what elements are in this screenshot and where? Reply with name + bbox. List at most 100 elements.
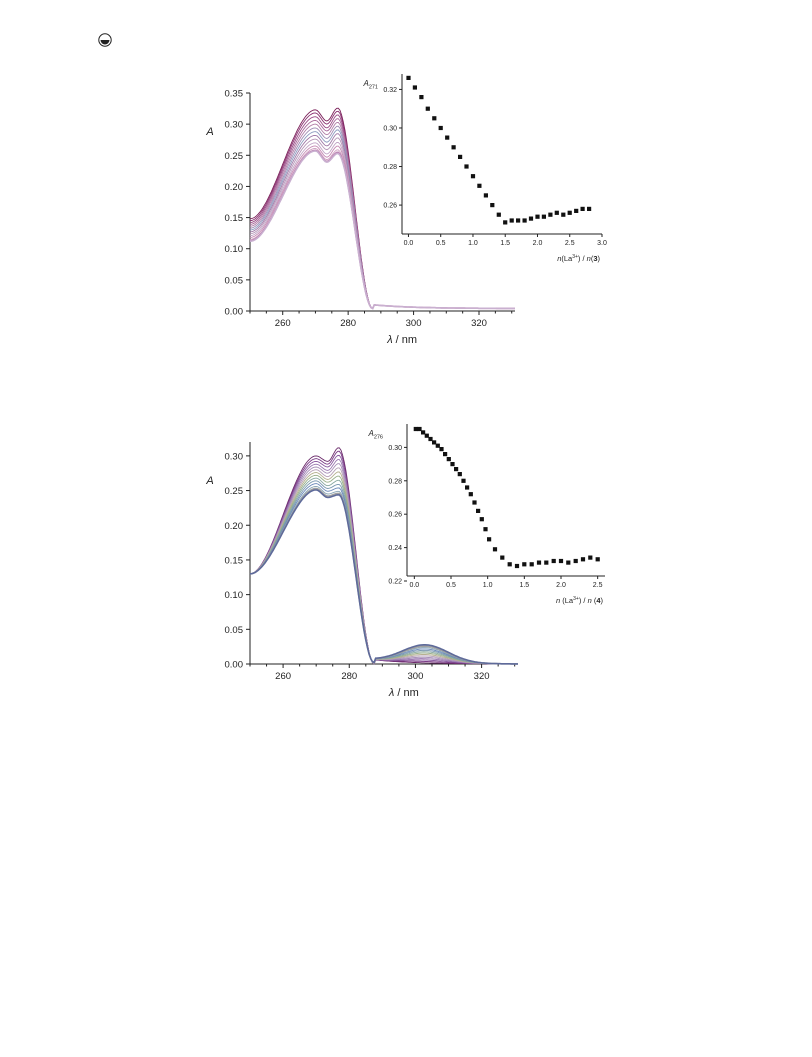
inset-data-point: [509, 218, 514, 223]
inset-background: [402, 74, 602, 234]
inset-data-point: [425, 106, 430, 111]
series-line: [249, 489, 518, 665]
inset-data-point: [528, 216, 534, 221]
inset-data-point: [439, 447, 444, 452]
inset-data-point: [479, 517, 484, 522]
inset-data-point: [548, 212, 553, 217]
inset-data-point: [522, 218, 527, 223]
inset-data-point: [536, 560, 542, 565]
inset-y-axis-label: A276: [367, 429, 383, 441]
inset-data-point: [464, 164, 469, 169]
inset-data-point: [417, 426, 422, 432]
inset-data-point: [421, 430, 426, 435]
inset-x-tick-label: 2.5: [593, 582, 603, 589]
y-tick-label: 0.05: [225, 625, 244, 636]
inset-data-point: [454, 467, 459, 472]
inset-y-tick-label: 0.32: [383, 87, 397, 94]
inset-x-axis-label: n (La3+) / n (4): [556, 596, 604, 605]
x-tick-label: 260: [275, 318, 291, 329]
series-line: [249, 150, 515, 310]
inset-x-tick-label: 2.5: [565, 240, 575, 247]
inset-data-point: [522, 562, 527, 567]
inset-data-point: [470, 174, 476, 179]
inset-data-point: [413, 426, 418, 432]
x-axis-label: λ / nm: [388, 687, 419, 699]
inset-x-tick-label: 2.0: [533, 240, 543, 247]
inset-data-point: [446, 457, 451, 462]
inset-y-tick-label: 0.26: [388, 512, 402, 519]
y-tick-label: 0.00: [225, 660, 244, 671]
inset-data-point: [468, 492, 473, 497]
inset-data-point: [507, 562, 512, 567]
x-axis-label: λ / nm: [386, 334, 417, 345]
inset-data-point: [428, 436, 433, 442]
inset-data-point: [465, 485, 470, 490]
y-tick-label: 0.35: [225, 89, 244, 100]
circle-dot-icon: [98, 33, 112, 47]
inset-y-tick-label: 0.24: [388, 545, 402, 552]
inset-data-point: [561, 212, 566, 217]
y-tick-label: 0.15: [225, 555, 244, 566]
inset-y-axis-label: A271: [362, 79, 378, 91]
inset-x-tick-label: 0.5: [446, 582, 456, 589]
inset-data-point: [558, 558, 564, 564]
inset-data-point: [573, 558, 578, 564]
inset-y-tick-label: 0.26: [383, 203, 397, 210]
inset-x-tick-label: 0.0: [409, 582, 419, 589]
inset-data-point: [588, 555, 593, 560]
inset-data-point: [516, 218, 521, 223]
inset-data-point: [587, 206, 592, 211]
inset-x-tick-label: 0.5: [436, 240, 446, 247]
inset-data-point: [574, 208, 579, 213]
x-tick-label: 260: [275, 671, 291, 682]
inset-x-tick-label: 2.0: [556, 582, 566, 589]
inset-data-point: [461, 478, 466, 483]
inset-data-point: [419, 95, 424, 100]
y-tick-label: 0.20: [225, 182, 244, 193]
inset-data-point: [595, 557, 600, 562]
y-tick-label: 0.05: [225, 275, 244, 286]
inset-data-point: [458, 154, 463, 159]
inset-y-tick-label: 0.30: [388, 445, 402, 452]
inset-data-point: [432, 440, 437, 445]
inset-data-point: [541, 214, 546, 219]
inset-data-point: [483, 527, 488, 532]
y-axis-label: A: [205, 475, 213, 487]
inset-data-point: [567, 210, 572, 215]
y-tick-label: 0.30: [225, 120, 244, 131]
inset-data-point: [487, 537, 492, 542]
x-tick-label: 320: [474, 671, 490, 682]
y-tick-label: 0.10: [225, 590, 244, 601]
inset-data-point: [451, 145, 456, 150]
y-axis-label: A: [205, 126, 213, 138]
inset-data-point: [535, 214, 540, 219]
inset-data-point: [438, 125, 443, 131]
inset-data-point: [477, 183, 482, 188]
y-tick-label: 0.25: [225, 486, 244, 497]
inset-data-point: [472, 500, 477, 505]
x-tick-label: 300: [406, 318, 422, 329]
inset-data-point: [432, 116, 437, 121]
inset-data-point: [406, 75, 411, 80]
inset-y-tick-label: 0.28: [388, 478, 402, 485]
inset-y-tick-label: 0.28: [383, 164, 397, 171]
inset-y-tick-label: 0.30: [383, 125, 397, 132]
inset-x-tick-label: 1.5: [519, 582, 529, 589]
inset-data-point: [529, 562, 534, 567]
inset-data-point: [496, 212, 501, 217]
inset-data-point: [580, 206, 585, 211]
inset-y-tick-label: 0.22: [388, 579, 402, 586]
inset-data-point: [514, 563, 520, 569]
inset-x-tick-label: 0.0: [404, 240, 414, 247]
figure-2: 0.00 0.05 0.10 0.15 0.20 0.25 0.30 260 280 300 320…: [205, 424, 605, 699]
figure-1: 0.00 0.05 0.10 0.15 0.20 0.25 0.30 0.35 260 280 30…: [205, 74, 607, 345]
inset-data-point: [566, 560, 571, 565]
x-tick-label: 300: [408, 671, 424, 682]
y-tick-label: 0.30: [225, 451, 244, 462]
inset-data-point: [551, 558, 556, 564]
y-tick-label: 0.20: [225, 521, 244, 532]
inset-data-point: [554, 210, 559, 215]
inset-data-point: [445, 135, 450, 140]
y-tick-label: 0.00: [225, 307, 244, 318]
